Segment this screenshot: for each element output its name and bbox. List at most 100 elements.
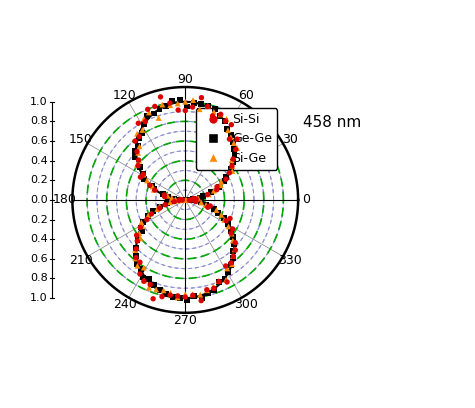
Point (229, 253, 237, 259)
Point (166, 199, 174, 206)
Point (196, 195, 204, 201)
Point (135, 133, 143, 140)
Point (144, 212, 152, 219)
Point (227, 132, 235, 138)
Point (183, 197, 190, 203)
Point (164, 193, 172, 200)
Point (183, 297, 191, 303)
Point (209, 113, 216, 119)
Point (205, 191, 212, 197)
Point (229, 247, 237, 254)
Point (196, 106, 203, 113)
Text: 0: 0 (302, 193, 310, 206)
Point (190, 293, 198, 299)
Point (143, 216, 151, 223)
Text: 0.0: 0.0 (30, 195, 48, 205)
Point (229, 253, 237, 259)
Point (202, 202, 210, 208)
Text: 330: 330 (278, 254, 302, 267)
Point (141, 175, 148, 182)
Point (215, 278, 223, 285)
Point (175, 197, 183, 204)
Point (136, 164, 143, 170)
Point (144, 106, 152, 113)
Point (171, 196, 179, 202)
Point (156, 203, 163, 209)
Point (221, 275, 228, 282)
Point (148, 211, 155, 217)
Point (133, 162, 141, 168)
Text: 300: 300 (234, 298, 257, 311)
Point (222, 118, 229, 124)
Point (148, 182, 155, 189)
Point (204, 204, 211, 211)
Point (143, 113, 151, 120)
Point (133, 262, 141, 269)
Point (181, 197, 189, 203)
Point (174, 107, 182, 113)
Point (190, 100, 198, 106)
Point (229, 226, 237, 232)
Point (170, 198, 177, 204)
Point (186, 197, 193, 204)
Point (179, 197, 186, 203)
Point (160, 287, 167, 294)
Point (203, 202, 210, 208)
Point (228, 157, 236, 164)
Point (159, 191, 166, 197)
Point (164, 193, 171, 199)
Point (169, 294, 176, 300)
Point (138, 130, 146, 136)
Point (132, 253, 140, 259)
Point (213, 184, 221, 190)
Point (140, 171, 148, 178)
Point (224, 269, 232, 275)
Point (133, 149, 141, 155)
Point (176, 97, 183, 104)
Text: 0.6: 0.6 (30, 254, 48, 264)
Point (132, 255, 140, 261)
Point (226, 170, 233, 176)
Point (174, 293, 181, 299)
Point (135, 157, 143, 164)
Point (140, 171, 147, 177)
Text: 0.6: 0.6 (30, 136, 48, 146)
Point (138, 228, 146, 235)
Point (192, 198, 200, 205)
Point (133, 237, 141, 244)
Point (190, 195, 198, 202)
Point (231, 239, 239, 246)
Text: 0.2: 0.2 (30, 215, 48, 224)
Point (222, 263, 229, 269)
Point (228, 230, 235, 237)
Point (189, 104, 196, 111)
Point (232, 146, 239, 153)
Point (230, 145, 238, 152)
Point (135, 135, 142, 142)
Text: 30: 30 (282, 133, 298, 146)
Point (162, 202, 169, 208)
Point (179, 197, 187, 203)
Point (210, 205, 218, 212)
Point (213, 207, 220, 213)
Point (228, 261, 236, 268)
Point (210, 286, 218, 293)
Point (227, 134, 235, 140)
Point (166, 292, 174, 299)
Point (233, 145, 241, 151)
Text: 60: 60 (238, 89, 254, 102)
Point (136, 224, 144, 231)
Point (161, 192, 168, 198)
Point (134, 120, 142, 126)
Point (136, 143, 143, 150)
Point (135, 157, 142, 163)
Point (142, 118, 149, 125)
Point (192, 196, 200, 202)
Point (210, 109, 218, 115)
Point (131, 154, 138, 160)
Point (167, 290, 174, 296)
Point (228, 122, 235, 128)
Point (157, 93, 164, 100)
Point (221, 118, 228, 124)
Point (150, 282, 158, 288)
